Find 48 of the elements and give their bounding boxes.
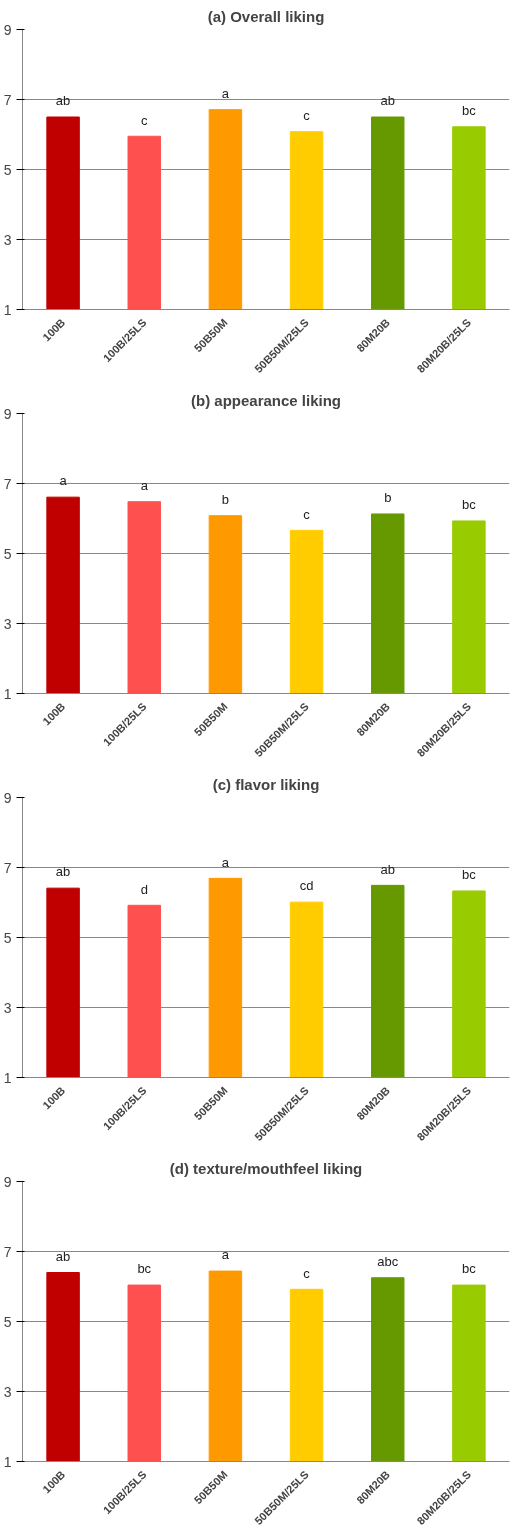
- y-tick-label: 5: [3, 545, 12, 562]
- y-tick-label: 1: [3, 301, 12, 318]
- data-label: ab: [380, 861, 395, 877]
- data-label: a: [59, 473, 68, 489]
- data-label: a: [221, 854, 230, 870]
- data-label: c: [303, 107, 311, 123]
- data-label: b: [221, 491, 230, 507]
- y-tick-label: 3: [3, 999, 12, 1016]
- data-label: abc: [377, 1254, 399, 1269]
- y-tick-label: 3: [3, 1383, 12, 1400]
- y-tick-label: 9: [3, 405, 12, 422]
- data-label: a: [221, 85, 230, 101]
- chart-title: (a) Overall liking: [207, 7, 325, 25]
- y-tick-label: 7: [3, 91, 12, 108]
- y-tick-label: 9: [3, 1173, 12, 1190]
- y-tick-label: 5: [3, 161, 12, 178]
- y-tick-label: 1: [3, 685, 12, 702]
- data-label: bc: [462, 497, 477, 513]
- y-tick-label: 3: [3, 615, 12, 632]
- data-label: bc: [462, 1261, 477, 1277]
- data-label: bc: [462, 103, 477, 119]
- data-label: c: [303, 506, 311, 522]
- data-label: a: [221, 1247, 230, 1263]
- y-tick-label: 7: [3, 1243, 12, 1260]
- data-label: b: [384, 490, 392, 506]
- y-tick-label: 9: [3, 21, 12, 38]
- data-label: bc: [462, 867, 477, 883]
- y-tick-label: 7: [3, 859, 12, 876]
- y-tick-label: 9: [3, 789, 12, 806]
- data-label: ab: [55, 93, 71, 109]
- y-tick-label: 3: [3, 231, 12, 248]
- data-label: a: [140, 477, 149, 493]
- data-label: cd: [299, 878, 314, 894]
- data-label: ab: [380, 93, 395, 109]
- chart-title: (d) texture/mouthfeel liking: [169, 1159, 363, 1177]
- data-label: c: [303, 1265, 311, 1281]
- chart-title: (b) appearance liking: [190, 391, 342, 409]
- chart-title: (c) flavor liking: [212, 775, 320, 793]
- y-tick-label: 7: [3, 475, 12, 492]
- data-label: ab: [55, 864, 71, 880]
- data-label: bc: [137, 1261, 152, 1277]
- y-tick-label: 5: [3, 1313, 12, 1330]
- y-tick-label: 1: [3, 1069, 12, 1086]
- data-label: d: [140, 881, 148, 897]
- y-tick-label: 1: [3, 1453, 12, 1470]
- data-label: c: [141, 112, 148, 128]
- y-tick-label: 5: [3, 929, 12, 946]
- data-label: ab: [55, 1248, 71, 1264]
